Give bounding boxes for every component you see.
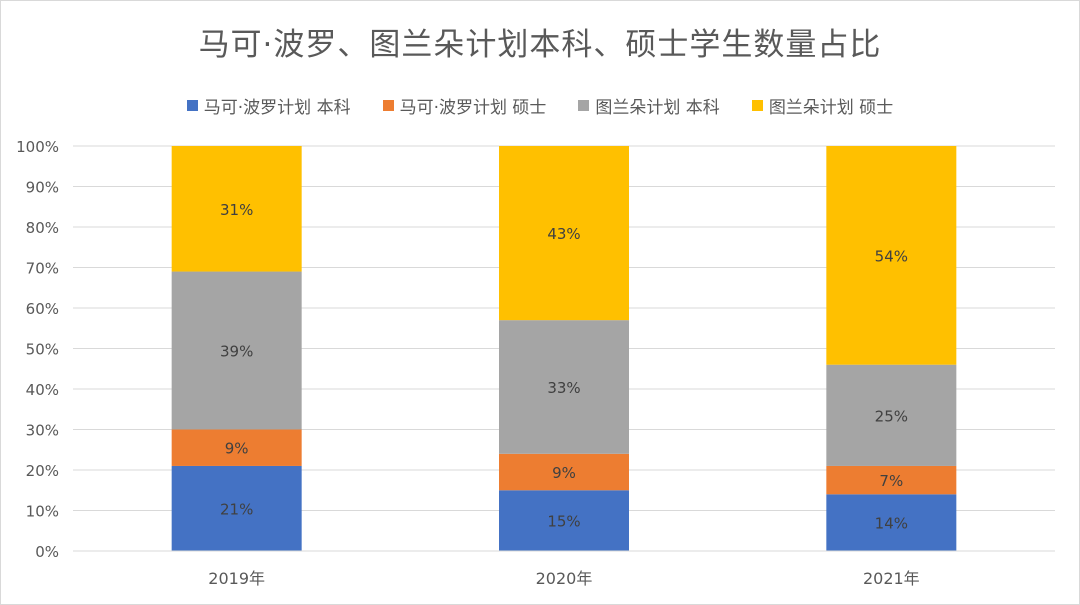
y-tick-label: 90% <box>26 179 59 197</box>
data-label: 9% <box>225 440 249 458</box>
data-label: 14% <box>875 515 908 533</box>
y-tick-label: 50% <box>26 341 59 359</box>
bar-segment <box>171 429 302 466</box>
legend-label: 马可·波罗计划 硕士 <box>399 98 547 118</box>
data-label: 39% <box>220 343 253 361</box>
bar-segment <box>171 465 302 551</box>
y-tick-label: 0% <box>35 543 59 561</box>
x-tick-label: 2019年 <box>208 569 265 588</box>
data-label: 54% <box>875 247 908 265</box>
bar-segment <box>826 494 957 551</box>
y-tick-label: 70% <box>26 260 59 278</box>
x-tick-label: 2020年 <box>536 569 593 588</box>
bar-segment <box>499 146 629 321</box>
y-tick-label: 100% <box>16 138 59 156</box>
legend-label: 图兰朵计划 硕士 <box>768 98 894 118</box>
bar-segment <box>499 453 629 491</box>
y-tick-label: 20% <box>26 462 59 480</box>
data-label: 9% <box>552 464 576 482</box>
data-label: 33% <box>547 379 580 397</box>
y-tick-label: 80% <box>26 219 59 237</box>
legend-label: 图兰朵计划 本科 <box>595 98 720 118</box>
bar-segment <box>171 146 302 272</box>
data-label: 15% <box>547 513 580 531</box>
bar-segment <box>499 490 629 551</box>
legend-item: 马可·波罗计划 本科 <box>186 93 351 118</box>
data-label: 7% <box>879 472 903 490</box>
legend-item: 马可·波罗计划 硕士 <box>382 93 547 118</box>
bar-segment <box>826 146 957 365</box>
bar-segment <box>171 271 302 430</box>
legend-swatch <box>751 100 763 111</box>
legend-label: 马可·波罗计划 本科 <box>203 98 351 118</box>
legend-swatch <box>578 100 590 111</box>
y-tick-label: 40% <box>26 381 59 399</box>
y-tick-label: 60% <box>26 300 59 318</box>
bar-segment <box>826 364 957 466</box>
legend-item: 图兰朵计划 硕士 <box>751 93 894 118</box>
data-label: 43% <box>547 225 580 243</box>
bar-segment <box>499 320 629 454</box>
data-label: 25% <box>875 407 908 425</box>
y-tick-label: 10% <box>26 503 59 521</box>
legend-swatch <box>186 100 198 111</box>
data-label: 31% <box>220 201 253 219</box>
x-tick-label: 2021年 <box>863 569 920 588</box>
chart-legend: 马可·波罗计划 本科 马可·波罗计划 硕士 图兰朵计划 本科 图兰朵计划 硕士 <box>1 93 1079 118</box>
chart-title: 马可·波罗、图兰朵计划本科、硕士学生数量占比 <box>198 27 882 63</box>
y-tick-label: 30% <box>26 422 59 440</box>
data-label: 21% <box>220 500 253 518</box>
legend-swatch <box>382 100 394 111</box>
legend-item: 图兰朵计划 本科 <box>578 93 720 118</box>
bar-segment <box>826 465 957 495</box>
